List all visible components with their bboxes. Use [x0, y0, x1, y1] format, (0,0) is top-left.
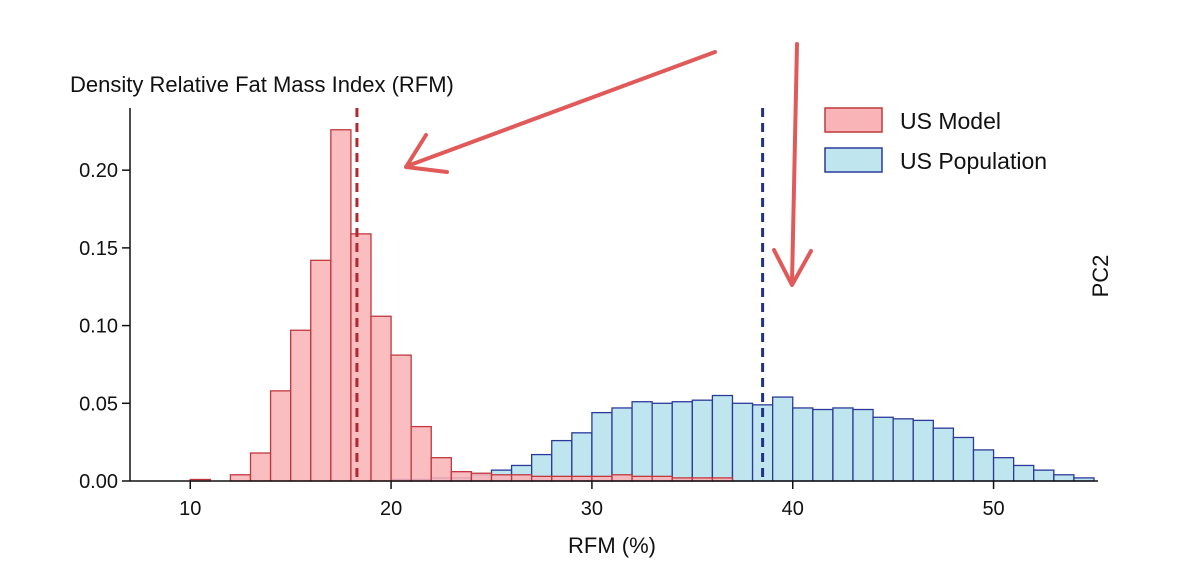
arrow-to-model-mean-head: [404, 133, 449, 174]
bar-us-population: [1033, 469, 1055, 482]
bar-us-population: [551, 439, 573, 482]
y-tick-label: 0.05: [79, 393, 118, 415]
bar-us-model: [450, 471, 473, 482]
axes: 0.00 0.05 0.10 0.15 0.20 10 20 30 40 50: [79, 108, 1098, 520]
x-tick-label: 30: [581, 498, 603, 520]
bar-us-model: [229, 474, 252, 482]
bar-us-population: [972, 449, 995, 482]
bar-us-model: [330, 129, 352, 482]
bar-us-population: [892, 418, 914, 482]
bar-us-population: [571, 432, 593, 482]
bar-us-model: [350, 233, 372, 482]
bar-us-population: [731, 402, 754, 482]
bar-us-population: [772, 396, 794, 482]
x-ticks: 10 20 30 40 50: [179, 481, 1005, 520]
bar-us-model: [269, 390, 292, 482]
bar-us-model: [370, 315, 392, 482]
bar-us-population: [671, 401, 693, 482]
arrow-to-population-mean: [790, 42, 799, 285]
bar-us-population: [992, 457, 1015, 482]
bar-us-population: [812, 408, 834, 482]
bar-us-population: [792, 407, 814, 482]
bar-us-population: [691, 399, 714, 482]
legend: US Model US Population: [824, 107, 1047, 174]
bar-us-population: [952, 436, 975, 482]
bar-us-model: [410, 425, 432, 482]
x-axis-label: RFM (%): [568, 533, 656, 558]
bar-us-model: [611, 474, 633, 482]
bar-us-population: [1053, 474, 1075, 482]
bar-us-population: [832, 407, 854, 482]
bar-us-population: [631, 401, 653, 482]
legend-label-us-population: US Population: [900, 148, 1047, 174]
bar-us-model: [390, 354, 412, 482]
y-ticks: 0.00 0.05 0.10 0.15 0.20: [79, 160, 130, 493]
x-tick-label: 10: [179, 498, 201, 520]
bar-us-model: [490, 474, 513, 482]
bar-us-population: [591, 411, 613, 482]
y-tick-label: 0.20: [79, 160, 118, 182]
y-tick-label: 0.00: [79, 471, 118, 493]
bar-us-model: [470, 472, 493, 482]
bar-us-population: [872, 416, 894, 482]
x-tick-label: 20: [380, 498, 402, 520]
arrow-to-population-mean-head: [772, 248, 813, 287]
y-tick-label: 0.10: [79, 316, 118, 338]
legend-swatch-us-population: [824, 147, 883, 173]
bar-us-model: [290, 329, 312, 482]
side-label: PC2: [1088, 255, 1113, 298]
series-population-bars: [390, 394, 1095, 482]
legend-label-us-model: US Model: [900, 108, 1001, 134]
bar-us-population: [711, 394, 734, 482]
bar-us-population: [912, 419, 934, 482]
x-tick-label: 40: [782, 498, 804, 520]
bar-us-population: [611, 407, 633, 482]
chart-title: Density Relative Fat Mass Index (RFM): [70, 72, 454, 97]
bar-us-model: [510, 474, 533, 482]
x-tick-label: 50: [982, 498, 1004, 520]
bar-us-population: [651, 402, 673, 482]
bar-us-model: [310, 259, 332, 482]
legend-swatch-us-model: [824, 107, 883, 133]
bar-us-model: [249, 452, 272, 482]
bar-us-population: [852, 408, 874, 482]
y-tick-label: 0.15: [79, 238, 118, 260]
arrow-to-model-mean: [408, 50, 717, 167]
bar-us-population: [1013, 464, 1035, 482]
annotation-arrows: [404, 42, 813, 287]
bar-us-model: [430, 457, 452, 482]
bar-us-population: [932, 427, 955, 482]
